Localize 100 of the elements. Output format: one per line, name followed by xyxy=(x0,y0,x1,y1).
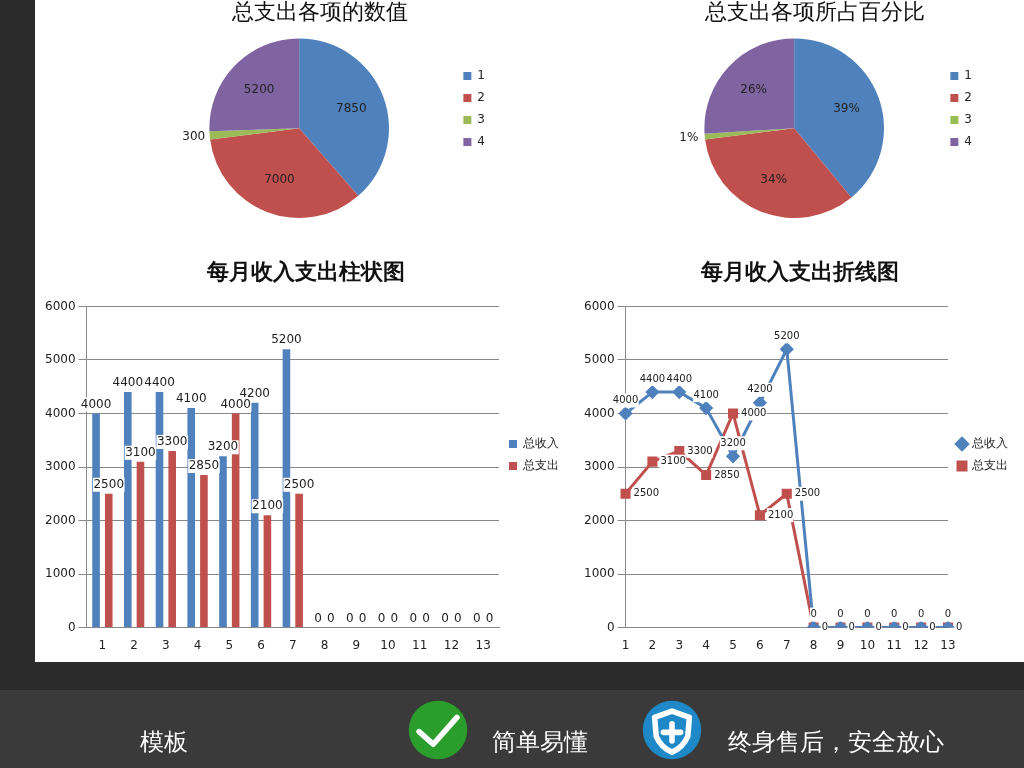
y-tick-label: 3000 xyxy=(44,459,76,474)
data-label: 0 xyxy=(821,621,829,633)
data-label: 0 xyxy=(441,610,449,625)
x-tick-label: 5 xyxy=(729,637,737,652)
x-tick-label: 13 xyxy=(475,637,491,652)
data-label: 0 xyxy=(837,608,844,620)
x-tick-label: 6 xyxy=(257,637,265,652)
x-tick-label: 6 xyxy=(756,637,764,652)
y-tick-label: 3000 xyxy=(583,459,615,474)
data-label: 4400 xyxy=(639,372,666,384)
data-label: 2500 xyxy=(283,476,315,491)
chart-title: 每月收入支出柱状图 xyxy=(205,258,405,284)
y-tick-label: 1000 xyxy=(583,566,615,581)
data-label: 2500 xyxy=(93,476,125,491)
data-label: 3300 xyxy=(687,444,713,456)
data-label: 7000 xyxy=(264,172,295,187)
data-label: 3300 xyxy=(156,434,188,449)
x-tick-label: 8 xyxy=(320,637,329,652)
data-label: 2850 xyxy=(188,458,220,473)
legend-label: 1 xyxy=(964,68,973,83)
data-label: 3200 xyxy=(720,436,746,448)
legend-label: 4 xyxy=(964,134,973,149)
y-tick-label: 5000 xyxy=(583,352,615,367)
y-tick-label: 5000 xyxy=(44,352,76,367)
x-tick-label: 7 xyxy=(782,637,791,652)
data-label: 0 xyxy=(472,610,481,625)
x-tick-label: 11 xyxy=(412,637,428,652)
data-label: 4000 xyxy=(80,396,112,411)
y-tick-label: 4000 xyxy=(583,405,615,420)
legend-label: 总收入 xyxy=(522,436,559,451)
data-label: 3100 xyxy=(660,455,686,467)
data-label: 7850 xyxy=(336,100,367,115)
chart-title: 总支出各项的数值 xyxy=(231,0,408,24)
data-label: 0 xyxy=(346,610,354,625)
data-label: 0 xyxy=(377,610,386,625)
y-tick-label: 2000 xyxy=(583,512,615,527)
data-label: 0 xyxy=(314,610,322,625)
x-tick-label: 5 xyxy=(225,637,234,652)
x-tick-label: 12 xyxy=(913,637,929,652)
data-label: 1% xyxy=(679,130,699,145)
data-label: 0 xyxy=(864,608,871,620)
data-label: 0 xyxy=(409,610,418,625)
data-label: 26% xyxy=(740,82,767,97)
data-label: 0 xyxy=(956,621,963,633)
x-tick-label: 13 xyxy=(940,637,956,652)
data-label: 0 xyxy=(358,610,367,625)
legend-label: 4 xyxy=(477,134,486,149)
legend-label: 2 xyxy=(964,90,973,105)
legend-label: 总收入 xyxy=(971,436,1008,451)
x-tick-label: 4 xyxy=(193,637,202,652)
data-label: 4100 xyxy=(175,391,207,406)
data-label: 2100 xyxy=(767,508,794,520)
chart-title: 每月收入支出折线图 xyxy=(699,258,899,284)
x-tick-label: 1 xyxy=(98,637,107,652)
legend-label: 总支出 xyxy=(971,458,1008,473)
data-label: 4400 xyxy=(666,372,693,384)
data-label: 34% xyxy=(760,172,788,187)
y-tick-label: 0 xyxy=(606,619,615,634)
data-label: 4000 xyxy=(612,394,639,406)
data-label: 5200 xyxy=(243,81,275,96)
text: 简单易懂 xyxy=(492,727,588,758)
text: 模板 xyxy=(140,727,188,758)
chart-title: 总支出各项所占百分比 xyxy=(704,0,925,24)
x-tick-label: 9 xyxy=(352,637,361,652)
data-label: 0 xyxy=(929,621,936,633)
data-label: 2500 xyxy=(794,487,821,499)
data-label: 3200 xyxy=(207,439,239,454)
x-tick-label: 12 xyxy=(443,637,460,652)
x-tick-label: 7 xyxy=(288,637,297,652)
data-label: 0 xyxy=(875,621,882,633)
data-label: 0 xyxy=(902,621,909,633)
y-tick-label: 0 xyxy=(67,619,76,634)
data-label: 39% xyxy=(833,101,860,116)
legend-label: 3 xyxy=(964,112,973,127)
y-tick-label: 4000 xyxy=(44,405,76,420)
data-label: 4400 xyxy=(144,375,175,390)
data-label: 4400 xyxy=(112,375,144,390)
data-label: 4000 xyxy=(741,407,767,419)
data-label: 5200 xyxy=(774,329,800,341)
y-tick-label: 6000 xyxy=(44,298,76,313)
x-tick-label: 3 xyxy=(675,637,684,652)
x-tick-label: 10 xyxy=(859,637,876,652)
data-label: 2850 xyxy=(714,468,740,480)
data-label: 2100 xyxy=(252,498,283,513)
x-tick-label: 10 xyxy=(380,637,396,652)
legend-label: 1 xyxy=(477,68,486,83)
y-tick-label: 2000 xyxy=(44,512,76,527)
data-label: 3100 xyxy=(125,444,156,459)
data-label: 2500 xyxy=(633,487,659,499)
x-tick-label: 2 xyxy=(130,637,138,652)
text: 终身售后，安全放心 xyxy=(728,727,944,758)
legend-label: 3 xyxy=(477,112,486,127)
data-label: 4000 xyxy=(220,396,251,411)
data-label: 0 xyxy=(891,608,898,620)
data-label: 0 xyxy=(422,610,430,625)
data-label: 0 xyxy=(848,621,855,633)
legend-label: 2 xyxy=(477,90,486,105)
x-tick-label: 11 xyxy=(886,637,902,652)
x-tick-label: 9 xyxy=(836,637,845,652)
data-label: 300 xyxy=(182,128,206,143)
